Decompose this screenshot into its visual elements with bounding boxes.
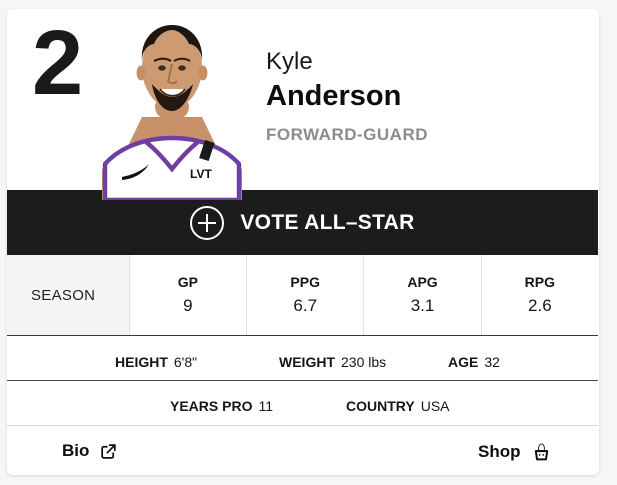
svg-text:LVT: LVT	[190, 167, 212, 181]
